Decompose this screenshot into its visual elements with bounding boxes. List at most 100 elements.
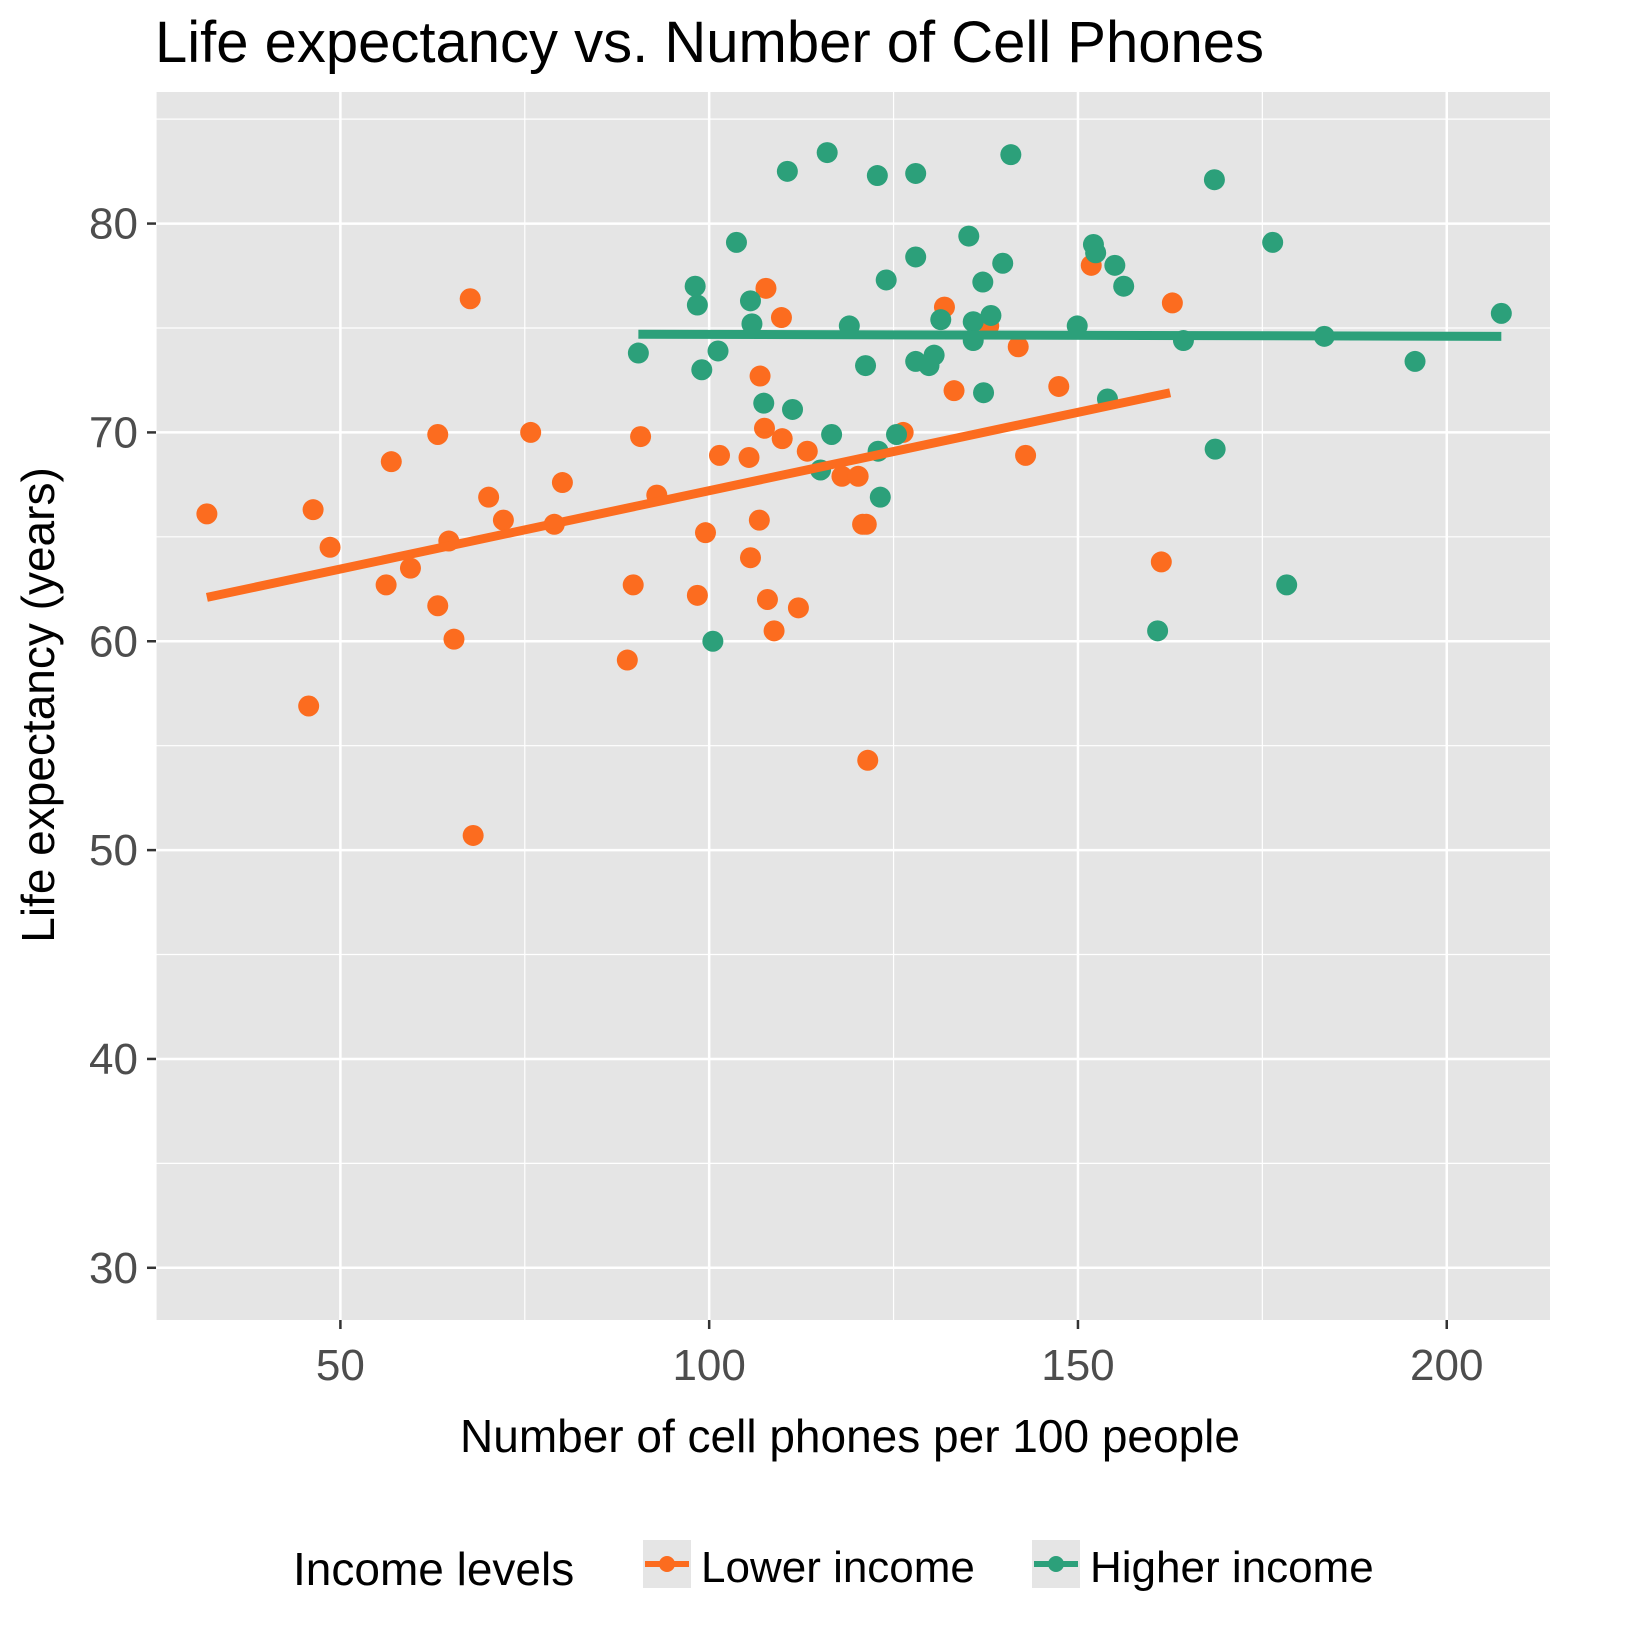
data-point-higher-income bbox=[684, 275, 706, 297]
data-point-lower-income bbox=[739, 547, 761, 569]
data-point-lower-income bbox=[462, 824, 484, 846]
data-point-higher-income bbox=[741, 313, 763, 335]
data-point-higher-income bbox=[958, 225, 980, 247]
data-point-higher-income bbox=[972, 271, 994, 293]
y-axis-title: Life expectancy (years) bbox=[12, 467, 64, 943]
y-tick-label: 50 bbox=[89, 826, 138, 875]
data-point-lower-income bbox=[753, 417, 775, 439]
data-point-higher-income bbox=[821, 424, 843, 446]
data-point-lower-income bbox=[375, 574, 397, 596]
y-tick-label: 70 bbox=[89, 408, 138, 457]
trend-line-higher-income bbox=[638, 329, 1502, 341]
data-point-higher-income bbox=[1490, 302, 1512, 324]
data-point-lower-income bbox=[1161, 292, 1183, 314]
data-point-lower-income bbox=[831, 465, 853, 487]
y-tick-label: 60 bbox=[89, 617, 138, 666]
x-tick-label: 200 bbox=[1410, 1341, 1483, 1390]
x-axis-title: Number of cell phones per 100 people bbox=[460, 1410, 1240, 1462]
data-point-lower-income bbox=[756, 588, 778, 610]
data-point-higher-income bbox=[875, 269, 897, 291]
x-tick-label: 100 bbox=[672, 1341, 745, 1390]
data-point-lower-income bbox=[796, 440, 818, 462]
data-point-lower-income bbox=[709, 444, 731, 466]
data-point-lower-income bbox=[380, 451, 402, 473]
data-point-lower-income bbox=[427, 424, 449, 446]
data-point-higher-income bbox=[686, 294, 708, 316]
data-point-higher-income bbox=[782, 398, 804, 420]
data-point-higher-income bbox=[702, 630, 724, 652]
data-point-higher-income bbox=[776, 160, 798, 182]
major-gridlines bbox=[156, 92, 1550, 1320]
y-tick-label: 40 bbox=[89, 1035, 138, 1084]
data-point-lower-income bbox=[943, 380, 965, 402]
y-tick-label: 30 bbox=[89, 1244, 138, 1293]
data-point-lower-income bbox=[1150, 551, 1172, 573]
trend-line-lower-income bbox=[205, 388, 1172, 602]
data-point-lower-income bbox=[857, 749, 879, 771]
data-point-higher-income bbox=[1276, 574, 1298, 596]
data-point-higher-income bbox=[869, 486, 891, 508]
data-point-lower-income bbox=[755, 277, 777, 299]
data-point-higher-income bbox=[923, 344, 945, 366]
data-point-higher-income bbox=[753, 392, 775, 414]
data-point-lower-income bbox=[763, 620, 785, 642]
data-point-higher-income bbox=[1262, 231, 1284, 253]
legend-item-higher-income: Higher income bbox=[1032, 1540, 1374, 1592]
legend-title: Income levels bbox=[293, 1543, 574, 1595]
data-point-higher-income bbox=[707, 340, 729, 362]
chart-title: Life expectancy vs. Number of Cell Phone… bbox=[155, 10, 1264, 75]
data-point-higher-income bbox=[962, 311, 984, 333]
legend: Income levels Lower income Higher income bbox=[293, 1540, 1374, 1595]
y-tick-label: 80 bbox=[89, 200, 138, 249]
legend-label-lower-income: Lower income bbox=[701, 1543, 975, 1592]
data-point-lower-income bbox=[855, 513, 877, 535]
data-point-lower-income bbox=[770, 307, 792, 329]
data-point-higher-income bbox=[1204, 438, 1226, 460]
data-point-higher-income bbox=[816, 142, 838, 164]
data-point-higher-income bbox=[886, 424, 908, 446]
data-point-lower-income bbox=[478, 486, 500, 508]
data-point-higher-income bbox=[905, 246, 927, 268]
data-point-higher-income bbox=[973, 382, 995, 404]
data-point-lower-income bbox=[749, 365, 771, 387]
data-point-lower-income bbox=[771, 428, 793, 450]
x-axis-ticks: 50 100 150 200 bbox=[316, 1320, 1483, 1390]
data-point-lower-income bbox=[1048, 375, 1070, 397]
data-point-lower-income bbox=[738, 446, 760, 468]
data-point-higher-income bbox=[1147, 620, 1169, 642]
data-point-lower-income bbox=[686, 584, 708, 606]
data-point-higher-income bbox=[739, 290, 761, 312]
data-point-lower-income bbox=[319, 536, 341, 558]
trend-lines bbox=[205, 329, 1502, 602]
data-point-lower-income bbox=[427, 595, 449, 617]
legend-item-lower-income: Lower income bbox=[643, 1540, 975, 1592]
data-point-lower-income bbox=[1015, 444, 1037, 466]
data-point-lower-income bbox=[748, 509, 770, 531]
plot-panel bbox=[156, 92, 1550, 1320]
data-point-higher-income bbox=[1203, 169, 1225, 191]
data-point-lower-income bbox=[492, 509, 514, 531]
data-point-lower-income bbox=[847, 465, 869, 487]
data-point-lower-income bbox=[630, 426, 652, 448]
data-point-lower-income bbox=[399, 557, 421, 579]
data-point-higher-income bbox=[905, 162, 927, 184]
data-point-higher-income bbox=[866, 165, 888, 187]
data-point-higher-income bbox=[992, 252, 1014, 274]
data-point-lower-income bbox=[302, 499, 324, 521]
data-point-lower-income bbox=[616, 649, 638, 671]
data-point-higher-income bbox=[980, 304, 1002, 326]
legend-label-higher-income: Higher income bbox=[1090, 1543, 1374, 1592]
data-point-lower-income bbox=[1007, 336, 1029, 358]
data-point-higher-income bbox=[1404, 350, 1426, 372]
x-tick-label: 150 bbox=[1041, 1341, 1114, 1390]
data-point-higher-income bbox=[1000, 144, 1022, 166]
legend-key-dot-higher-income bbox=[1048, 1556, 1064, 1572]
data-point-higher-income bbox=[930, 309, 952, 331]
data-point-higher-income bbox=[725, 231, 747, 253]
data-point-higher-income bbox=[1104, 254, 1126, 276]
data-point-lower-income bbox=[196, 503, 218, 525]
data-point-lower-income bbox=[520, 421, 542, 443]
data-point-lower-income bbox=[622, 574, 644, 596]
y-axis-ticks: 30 40 50 60 70 80 bbox=[89, 200, 156, 1293]
